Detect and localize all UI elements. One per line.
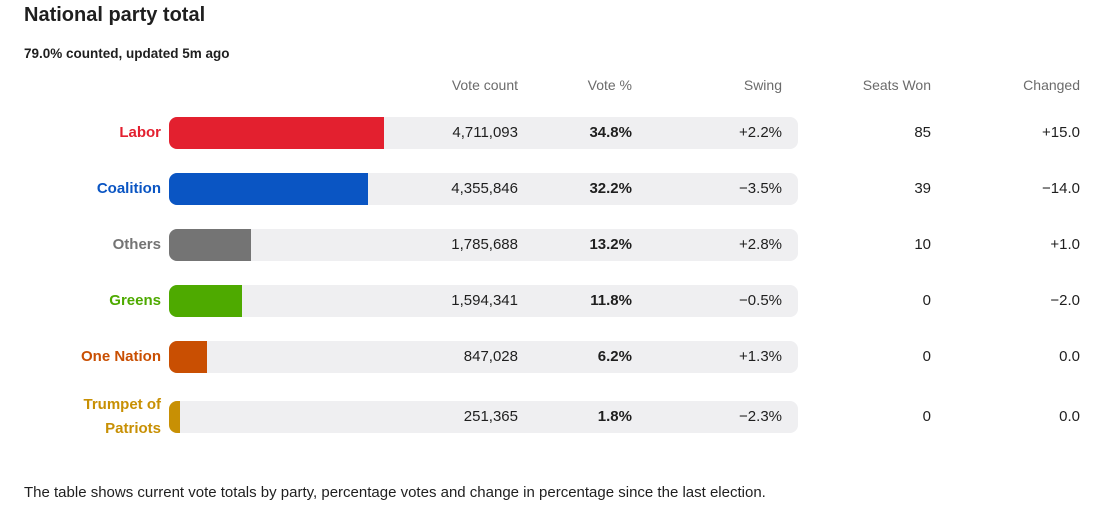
seats-won-cell: 10: [914, 236, 931, 253]
table-row: Trumpet of Patriots 251,365 1.8% −2.3% 0 0.0: [0, 396, 1116, 441]
party-name: Labor: [119, 124, 161, 141]
vote-share-bar: [169, 401, 798, 433]
header-changed: Changed: [1023, 77, 1080, 93]
vote-count-cell: 4,711,093: [452, 124, 518, 141]
swing-cell: +2.2%: [739, 124, 782, 141]
seats-changed-cell: +15.0: [1042, 124, 1080, 141]
vote-share-fill: [169, 229, 251, 261]
vote-share-bar: [169, 285, 798, 317]
vote-share-bar: [169, 117, 798, 149]
seats-won-cell: 85: [914, 124, 931, 141]
table-row: Labor 4,711,093 34.8% +2.2% 85 +15.0: [0, 117, 1116, 157]
vote-percent-cell: 6.2%: [597, 348, 632, 365]
vote-share-fill: [169, 341, 207, 373]
page-title: National party total: [24, 4, 206, 26]
seats-changed-cell: −2.0: [1050, 292, 1080, 309]
seats-won-cell: 0: [922, 292, 931, 309]
party-name: Greens: [109, 292, 161, 309]
vote-share-bar: [169, 341, 798, 373]
vote-count-cell: 4,355,846: [451, 180, 518, 197]
header-vote-count: Vote count: [451, 77, 518, 93]
vote-count-cell: 847,028: [463, 348, 518, 365]
table-row: Greens 1,594,341 11.8% −0.5% 0 −2.0: [0, 285, 1116, 325]
vote-share-fill: [169, 285, 242, 317]
party-name: Coalition: [96, 180, 161, 197]
seats-won-cell: 39: [914, 180, 931, 197]
vote-count-cell: 1,594,341: [451, 292, 518, 309]
vote-count-cell: 1,785,688: [451, 236, 518, 253]
header-vote-percent: Vote %: [587, 77, 632, 93]
swing-cell: −3.5%: [739, 180, 782, 197]
swing-cell: +1.3%: [739, 348, 782, 365]
seats-changed-cell: 0.0: [1059, 348, 1080, 365]
vote-percent-cell: 11.8%: [590, 292, 632, 309]
table-row: Coalition 4,355,846 32.2% −3.5% 39 −14.0: [0, 173, 1116, 213]
vote-share-fill: [169, 117, 384, 149]
vote-percent-cell: 32.2%: [589, 180, 632, 197]
seats-changed-cell: +1.0: [1050, 236, 1080, 253]
seats-changed-cell: −14.0: [1042, 180, 1080, 197]
swing-cell: +2.8%: [739, 236, 782, 253]
vote-percent-cell: 1.8%: [597, 408, 632, 425]
vote-count-cell: 251,365: [463, 408, 518, 425]
party-name: Trumpet of Patriots: [83, 396, 162, 437]
header-swing: Swing: [743, 77, 782, 93]
count-status: 79.0% counted, updated 5m ago: [24, 46, 230, 61]
swing-cell: −0.5%: [739, 292, 782, 309]
vote-share-bar: [169, 229, 798, 261]
vote-share-fill: [169, 401, 180, 433]
party-name: One Nation: [80, 348, 161, 365]
vote-percent-cell: 13.2%: [589, 236, 632, 253]
seats-changed-cell: 0.0: [1059, 408, 1080, 425]
seats-won-cell: 0: [922, 408, 931, 425]
party-name: Others: [112, 236, 161, 253]
table-row: Others 1,785,688 13.2% +2.8% 10 +1.0: [0, 229, 1116, 269]
swing-cell: −2.3%: [739, 408, 782, 425]
table-description: The table shows current vote totals by p…: [24, 484, 766, 501]
table-row: One Nation 847,028 6.2% +1.3% 0 0.0: [0, 341, 1116, 381]
vote-share-fill: [169, 173, 368, 205]
vote-share-bar: [169, 173, 798, 205]
header-seats-won: Seats Won: [862, 77, 931, 93]
vote-percent-cell: 34.8%: [589, 124, 632, 141]
seats-won-cell: 0: [922, 348, 931, 365]
